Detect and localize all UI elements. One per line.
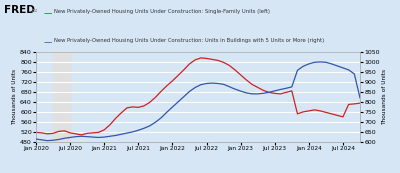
Text: —: — [44,38,52,47]
Text: New Privately-Owned Housing Units Under Construction: Units in Buildings with 5 : New Privately-Owned Housing Units Under … [54,38,324,43]
Text: FRED: FRED [4,5,35,15]
Text: New Privately-Owned Housing Units Under Construction: Single-Family Units (left): New Privately-Owned Housing Units Under … [54,9,270,14]
Text: —: — [44,9,52,18]
Y-axis label: Thousands of Units: Thousands of Units [12,69,17,125]
Text: ≈: ≈ [30,5,37,14]
Y-axis label: Thousands of Units: Thousands of Units [382,69,388,125]
Bar [53,52,70,142]
